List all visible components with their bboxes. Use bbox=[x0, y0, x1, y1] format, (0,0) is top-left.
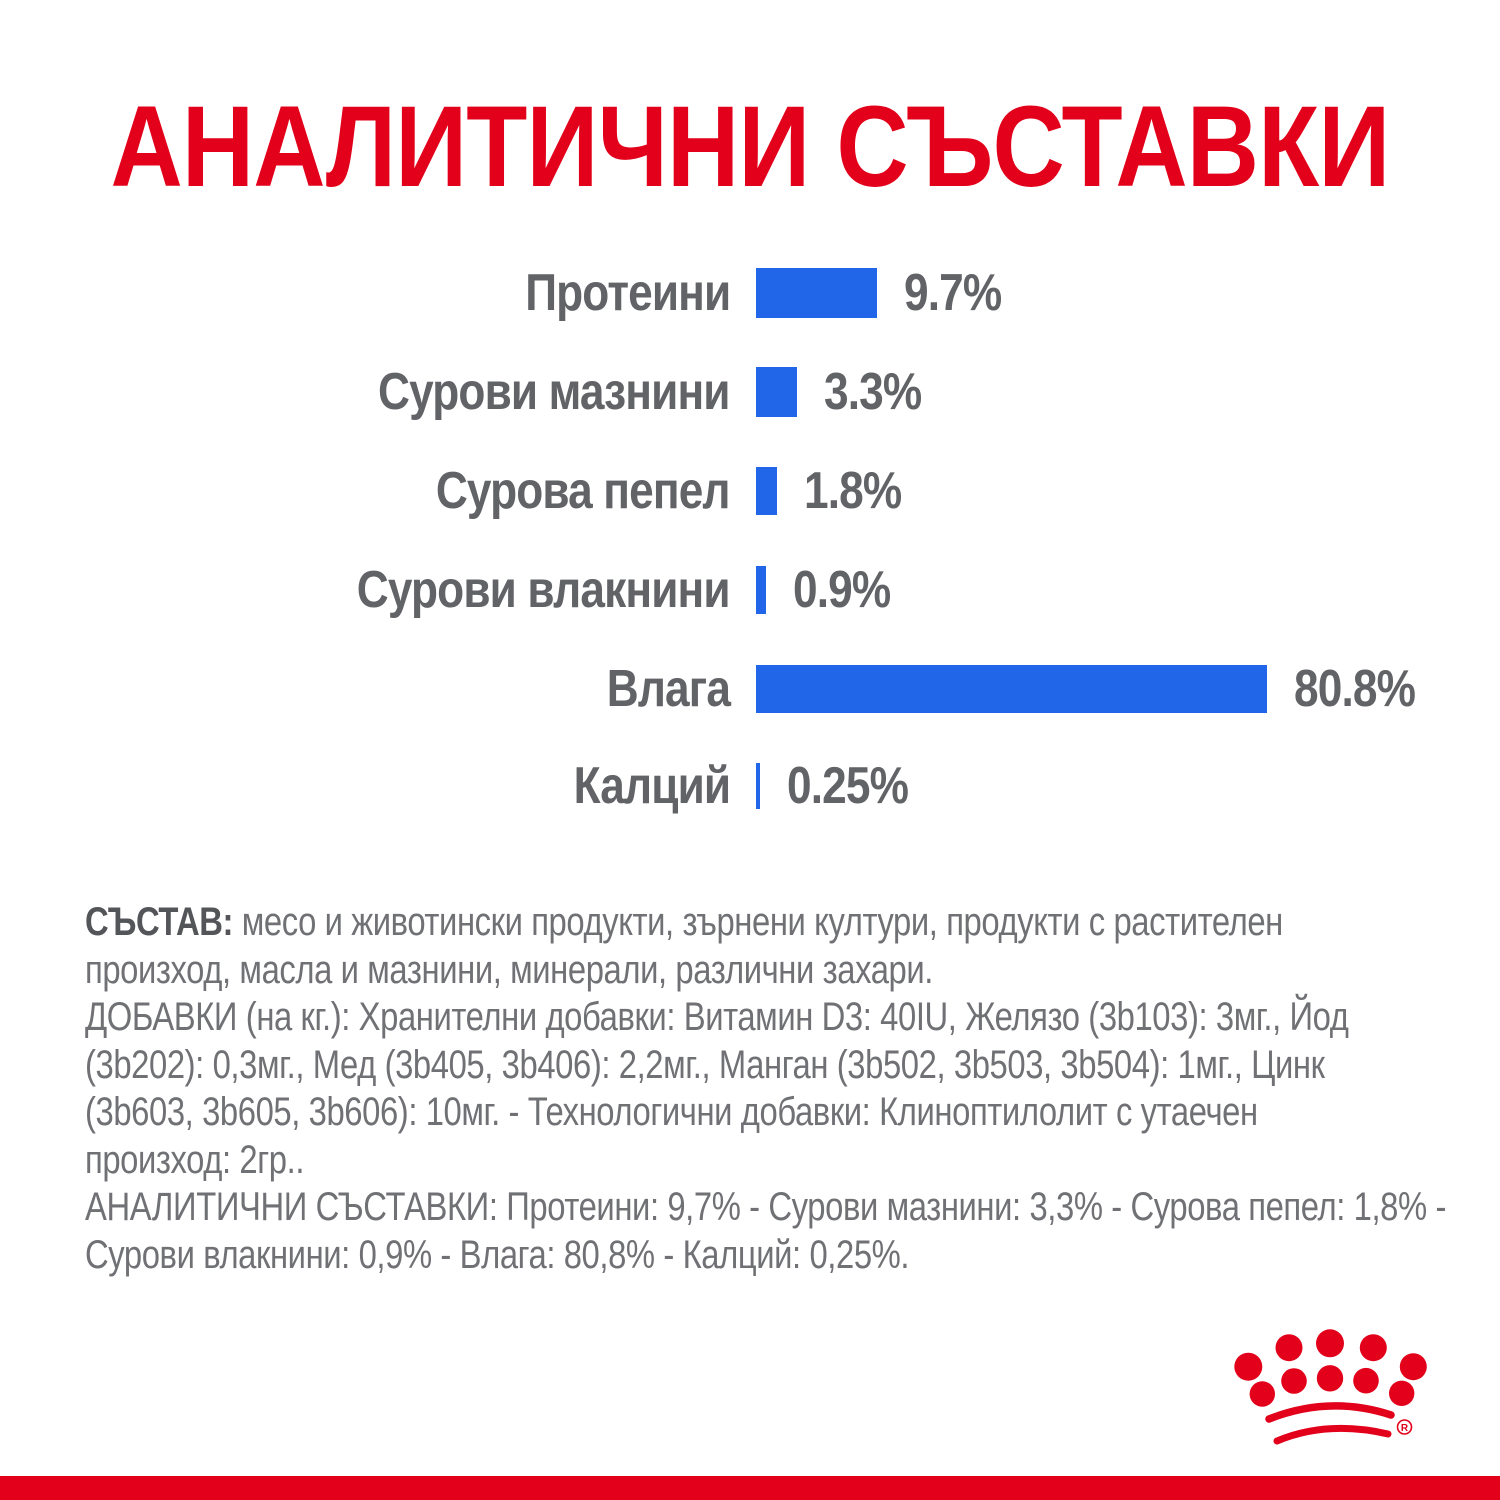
crown-dots bbox=[1234, 1329, 1427, 1407]
value-label-calcium: 0.25% bbox=[787, 757, 909, 815]
registered-trademark-icon: R bbox=[1396, 1419, 1413, 1435]
category-label-crude-fat: Сурови мазнини bbox=[378, 363, 730, 421]
composition-label: СЪСТАВ: bbox=[85, 900, 234, 944]
value-label-crude-ash: 1.8% bbox=[804, 462, 902, 520]
ingredients-text-block: СЪСТАВ: месо и животински продукти, зърн… bbox=[85, 899, 1479, 1279]
composition-text: месо и животински продукти, зърнени култ… bbox=[85, 900, 1283, 992]
bar-crude-ash bbox=[756, 467, 777, 515]
chart-row-calcium: Калций 0.25% bbox=[0, 757, 1500, 815]
value-label-moisture: 80.8% bbox=[1294, 660, 1416, 718]
svg-text:R: R bbox=[1401, 1423, 1409, 1434]
brand-red-strip bbox=[0, 1476, 1500, 1500]
value-label-crude-fat: 3.3% bbox=[824, 363, 922, 421]
additives-text: ДОБАВКИ (на кг.): Хранителни добавки: Ви… bbox=[85, 995, 1349, 1182]
value-label-proteins: 9.7% bbox=[904, 264, 1002, 322]
page-title: АНАЛИТИЧНИ СЪСТАВКИ bbox=[110, 83, 1391, 211]
category-label-proteins: Протеини bbox=[524, 264, 731, 322]
category-label-calcium: Калций bbox=[573, 757, 730, 815]
category-label-crude-ash: Сурова пепел bbox=[436, 462, 731, 520]
crown-arcs bbox=[1265, 1402, 1395, 1445]
additives-paragraph: ДОБАВКИ (на кг.): Хранителни добавки: Ви… bbox=[85, 994, 1479, 1184]
chart-row-crude-ash: Сурова пепел 1.8% bbox=[0, 462, 1500, 520]
bar-crude-fat bbox=[756, 367, 797, 417]
analytical-paragraph: АНАЛИТИЧНИ СЪСТАВКИ: Протеини: 9,7% - Су… bbox=[85, 1184, 1479, 1279]
bar-moisture bbox=[756, 665, 1267, 713]
chart-row-moisture: Влага 80.8% bbox=[0, 660, 1500, 718]
royal-canin-crown-logo: R bbox=[1220, 1310, 1450, 1470]
chart-row-crude-fat: Сурови мазнини 3.3% bbox=[0, 363, 1500, 421]
chart-row-proteins: Протеини 9.7% bbox=[0, 264, 1500, 322]
bar-proteins bbox=[756, 268, 877, 318]
value-label-crude-fiber: 0.9% bbox=[793, 561, 891, 619]
analytical-text: АНАЛИТИЧНИ СЪСТАВКИ: Протеини: 9,7% - Су… bbox=[85, 1185, 1446, 1277]
chart-row-crude-fiber: Сурови влакнини 0.9% bbox=[0, 561, 1500, 619]
bar-calcium bbox=[756, 763, 760, 809]
category-label-crude-fiber: Сурови влакнини bbox=[357, 561, 731, 619]
bar-crude-fiber bbox=[756, 566, 766, 614]
category-label-moisture: Влага bbox=[606, 660, 731, 718]
composition-paragraph: СЪСТАВ: месо и животински продукти, зърн… bbox=[85, 899, 1479, 994]
